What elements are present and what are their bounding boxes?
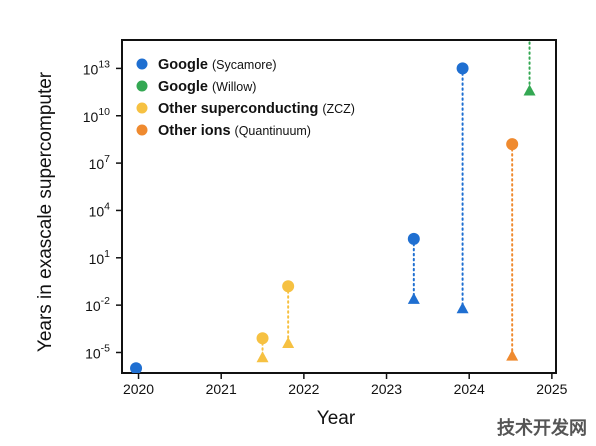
data-point-circle	[456, 62, 469, 75]
y-tick-label: 10-5	[85, 342, 110, 361]
dumbbell-layer	[130, 21, 536, 373]
legend-label: Google (Sycamore)	[158, 57, 277, 73]
watermark-text: 技术开发网	[497, 417, 587, 439]
legend-label: Google (Willow)	[158, 79, 256, 95]
data-point-triangle	[282, 337, 295, 349]
x-axis-ticks: 2020 2021 2022 2023 2024 2025	[123, 373, 568, 397]
x-axis-title: Year	[317, 408, 356, 429]
x-tick-label: 2023	[371, 381, 402, 397]
x-tick-label: 2021	[206, 381, 237, 397]
x-tick-label: 2025	[536, 381, 567, 397]
legend-label: Other superconducting (ZCZ)	[158, 101, 355, 117]
y-tick-label: 104	[89, 200, 111, 219]
legend-marker	[136, 102, 148, 114]
data-point-circle	[407, 232, 420, 245]
legend-label: Other ions (Quantinuum)	[158, 123, 311, 139]
y-tick-label: 1010	[83, 106, 110, 125]
legend-marker	[136, 124, 148, 136]
y-axis-ticks: 1013 1010 107 104 101 10-2 10-5	[83, 58, 122, 361]
data-point-circle	[256, 332, 269, 345]
y-tick-label: 107	[89, 153, 111, 172]
data-point-circle	[282, 280, 295, 293]
x-tick-label: 2020	[123, 381, 154, 397]
data-point-circle	[130, 362, 143, 373]
y-tick-label: 101	[89, 248, 111, 267]
data-point-circle	[524, 21, 536, 33]
data-point-circle	[506, 138, 519, 151]
data-point-triangle	[407, 292, 420, 304]
y-axis-title: Years in exascale supercomputer	[35, 71, 56, 352]
x-tick-label: 2022	[288, 381, 319, 397]
legend: Google (Sycamore) Google (Willow) Other su…	[136, 57, 355, 139]
plot-frame	[121, 39, 557, 374]
y-tick-label: 10-2	[85, 295, 110, 314]
data-point-triangle	[523, 84, 536, 96]
y-tick-label: 1013	[83, 58, 110, 77]
data-point-triangle	[456, 302, 469, 314]
legend-marker	[136, 80, 148, 92]
data-point-triangle	[256, 351, 269, 363]
legend-marker	[136, 58, 148, 70]
data-point-triangle	[506, 349, 519, 361]
x-tick-label: 2024	[454, 381, 485, 397]
